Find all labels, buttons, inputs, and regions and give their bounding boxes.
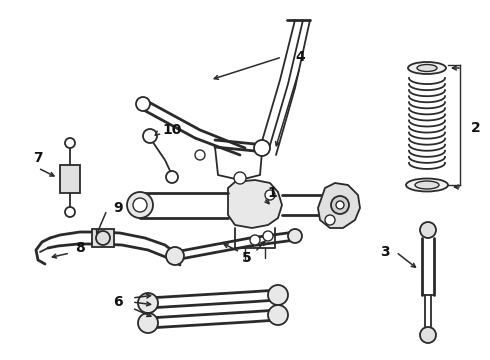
Circle shape — [325, 215, 335, 225]
Circle shape — [166, 171, 178, 183]
Text: 6: 6 — [113, 295, 123, 309]
Bar — [92, 229, 114, 247]
Circle shape — [268, 305, 288, 325]
Circle shape — [288, 229, 302, 243]
Text: 2: 2 — [471, 121, 481, 135]
Circle shape — [234, 172, 246, 184]
Text: 5: 5 — [242, 251, 252, 265]
Text: 9: 9 — [113, 201, 123, 215]
Ellipse shape — [415, 181, 439, 189]
Ellipse shape — [408, 62, 446, 74]
Text: 4: 4 — [295, 50, 305, 64]
Circle shape — [420, 327, 436, 343]
Circle shape — [331, 196, 349, 214]
Text: 8: 8 — [75, 241, 85, 255]
Circle shape — [250, 235, 260, 245]
Circle shape — [195, 150, 205, 160]
Text: 1: 1 — [267, 186, 277, 200]
Circle shape — [265, 190, 275, 200]
Circle shape — [336, 201, 344, 209]
Circle shape — [166, 247, 184, 265]
Circle shape — [133, 198, 147, 212]
Text: 10: 10 — [162, 123, 182, 137]
Bar — [60, 165, 80, 193]
Text: 3: 3 — [380, 245, 390, 259]
Ellipse shape — [417, 64, 437, 72]
Circle shape — [254, 140, 270, 156]
Ellipse shape — [406, 179, 448, 192]
Circle shape — [65, 207, 75, 217]
Circle shape — [143, 129, 157, 143]
Circle shape — [136, 97, 150, 111]
Circle shape — [268, 285, 288, 305]
Text: 7: 7 — [33, 151, 43, 165]
Circle shape — [263, 231, 273, 241]
Circle shape — [138, 313, 158, 333]
Polygon shape — [318, 183, 360, 228]
Circle shape — [127, 192, 153, 218]
Circle shape — [138, 293, 158, 313]
Circle shape — [65, 138, 75, 148]
Circle shape — [420, 222, 436, 238]
Circle shape — [96, 231, 110, 245]
Polygon shape — [228, 180, 282, 228]
